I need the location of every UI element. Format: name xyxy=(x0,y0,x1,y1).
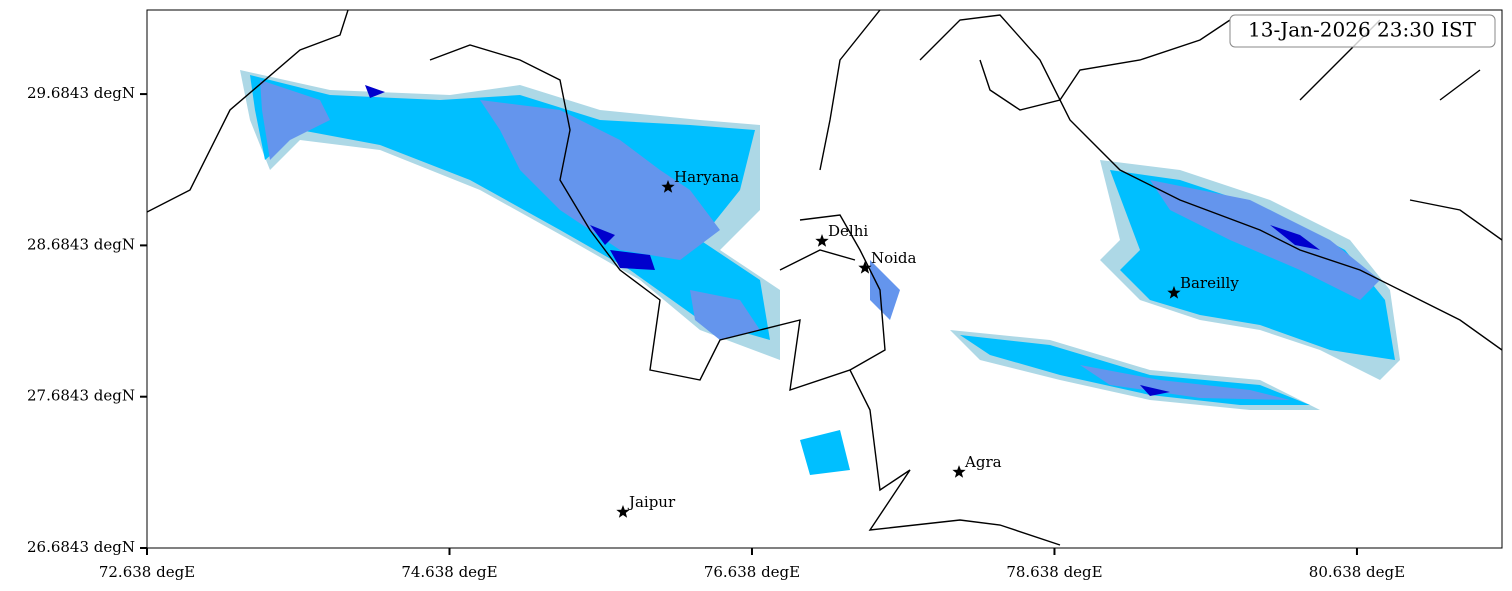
timestamp: 13-Jan-2026 23:30 IST xyxy=(1248,18,1477,42)
x-tick-label: 78.638 degE xyxy=(1006,563,1102,581)
timestamp-box xyxy=(1229,14,1496,48)
y-tick-label: 28.6843 degN xyxy=(27,235,135,253)
city-marker xyxy=(1167,285,1181,299)
x-tick-label: 76.638 degE xyxy=(704,563,800,581)
y-tick-label: 27.6843 degN xyxy=(27,387,135,405)
x-tick-label: 80.638 degE xyxy=(1309,563,1405,581)
city-label: Noida xyxy=(871,249,917,267)
city-label: Haryana xyxy=(674,168,739,186)
city-marker xyxy=(616,505,630,518)
x-tick-label: 72.638 degE xyxy=(99,563,195,581)
city-marker xyxy=(858,261,872,274)
city-label: Delhi xyxy=(828,222,868,240)
city-marker xyxy=(815,234,829,247)
plot-frame xyxy=(146,9,1503,549)
city-label: Bareilly xyxy=(1180,274,1239,292)
precipitation xyxy=(240,70,1400,475)
x-tick-label: 74.638 degE xyxy=(401,563,497,581)
city-marker xyxy=(952,465,966,478)
city-marker xyxy=(661,180,675,193)
city-label: Agra xyxy=(964,453,1002,471)
y-tick-label: 26.6843 degN xyxy=(27,538,135,556)
borders xyxy=(147,10,1502,546)
city-label: Jaipur xyxy=(627,493,676,511)
y-tick-label: 29.6843 degN xyxy=(27,84,135,102)
